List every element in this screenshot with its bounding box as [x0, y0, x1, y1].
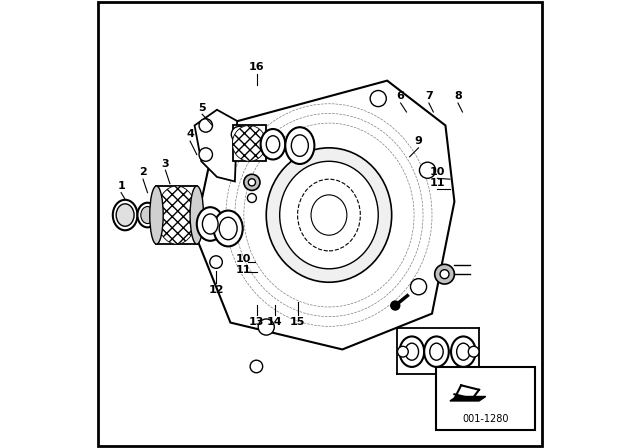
- Ellipse shape: [197, 207, 224, 241]
- Ellipse shape: [141, 207, 154, 224]
- Ellipse shape: [456, 343, 470, 360]
- Circle shape: [250, 360, 262, 373]
- Text: 11: 11: [235, 265, 251, 275]
- Ellipse shape: [266, 148, 392, 282]
- Text: 16: 16: [248, 62, 264, 72]
- Text: 11: 11: [429, 178, 445, 188]
- Polygon shape: [195, 110, 237, 181]
- Ellipse shape: [424, 336, 449, 367]
- Text: 001-1280: 001-1280: [463, 414, 509, 424]
- Polygon shape: [157, 186, 197, 244]
- Ellipse shape: [260, 129, 285, 159]
- Ellipse shape: [116, 204, 134, 226]
- Circle shape: [248, 194, 257, 202]
- Ellipse shape: [260, 129, 285, 159]
- Ellipse shape: [298, 179, 360, 251]
- Polygon shape: [450, 396, 486, 401]
- Ellipse shape: [138, 202, 157, 228]
- Polygon shape: [233, 125, 266, 161]
- Ellipse shape: [214, 211, 243, 246]
- Text: 7: 7: [425, 91, 433, 101]
- Ellipse shape: [150, 186, 163, 244]
- Ellipse shape: [405, 343, 419, 360]
- Circle shape: [258, 319, 275, 335]
- Ellipse shape: [232, 125, 266, 161]
- Bar: [436, 367, 535, 430]
- Text: 8: 8: [454, 91, 462, 101]
- Ellipse shape: [202, 214, 218, 234]
- Circle shape: [231, 126, 248, 142]
- Circle shape: [468, 346, 479, 357]
- Ellipse shape: [291, 135, 308, 156]
- Text: 3: 3: [162, 159, 169, 168]
- Ellipse shape: [214, 211, 243, 246]
- Text: 6: 6: [397, 91, 404, 101]
- Circle shape: [391, 301, 400, 310]
- Circle shape: [199, 119, 212, 132]
- Ellipse shape: [190, 186, 204, 244]
- Ellipse shape: [285, 127, 314, 164]
- Ellipse shape: [451, 336, 476, 367]
- Ellipse shape: [285, 127, 314, 164]
- Ellipse shape: [280, 161, 378, 269]
- Text: 10: 10: [429, 167, 445, 177]
- Circle shape: [435, 264, 454, 284]
- Text: 12: 12: [208, 285, 224, 295]
- Ellipse shape: [399, 336, 424, 367]
- Text: 1: 1: [117, 181, 125, 191]
- Text: 2: 2: [139, 168, 147, 177]
- Circle shape: [410, 279, 427, 295]
- Ellipse shape: [311, 195, 347, 235]
- Circle shape: [244, 174, 260, 190]
- Ellipse shape: [113, 200, 138, 230]
- Circle shape: [440, 270, 449, 279]
- Text: 13: 13: [249, 317, 264, 327]
- Ellipse shape: [399, 336, 424, 367]
- Text: 14: 14: [266, 317, 282, 327]
- Text: 5: 5: [198, 103, 206, 112]
- Ellipse shape: [266, 136, 280, 153]
- Ellipse shape: [157, 186, 197, 244]
- Polygon shape: [195, 81, 454, 349]
- Ellipse shape: [424, 336, 449, 367]
- Text: 15: 15: [290, 317, 305, 327]
- Text: 10: 10: [236, 254, 251, 264]
- Text: 9: 9: [415, 136, 422, 146]
- Ellipse shape: [219, 217, 237, 240]
- Text: 4: 4: [186, 129, 194, 139]
- Circle shape: [419, 162, 436, 178]
- Ellipse shape: [451, 336, 476, 367]
- Circle shape: [370, 90, 387, 107]
- Circle shape: [397, 346, 408, 357]
- Ellipse shape: [197, 207, 224, 241]
- Circle shape: [199, 148, 212, 161]
- Ellipse shape: [430, 343, 444, 360]
- Circle shape: [210, 256, 222, 268]
- Circle shape: [248, 179, 255, 186]
